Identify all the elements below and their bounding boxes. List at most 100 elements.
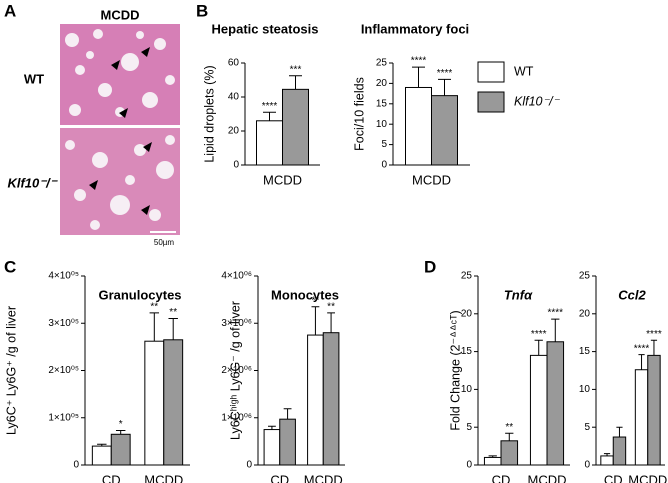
chart-title: Ccl2 [618,287,646,302]
histology-image [60,24,180,235]
error-bar [283,408,292,420]
error-bar [505,432,514,441]
error-bar [488,455,497,458]
y-tick-label: 15 [461,346,473,357]
significance-label: * [119,419,123,430]
significance-label: ** [150,301,158,312]
y-tick-label: 10 [579,384,591,395]
y-axis-label: Ly6C⁺ Ly6G⁺ /g of liver [4,306,18,435]
significance-label: ** [169,307,177,318]
error-bar [268,425,276,430]
error-bar [263,111,276,121]
legend-label: WT [514,64,534,78]
significance-label: ** [505,422,513,433]
error-bar [289,75,302,90]
y-tick-label: 0 [381,160,387,171]
bar [612,436,627,466]
y-tick-label: 60 [228,58,240,69]
x-tick-label: MCDD [528,472,567,483]
legend-swatch [477,61,505,83]
error-bar [551,318,560,342]
bar [110,433,131,466]
y-tick-label: 20 [461,308,473,319]
y-tick-label: 5 [584,422,590,433]
y-tick-label: 20 [376,78,388,89]
bar [256,120,283,166]
y-tick-label: 15 [376,98,388,109]
significance-label: **** [437,68,453,79]
y-tick-label: 4×10⁰⁶ [221,271,252,282]
y-tick-label: 40 [228,92,240,103]
bar [431,95,458,166]
significance-label: **** [646,329,662,340]
bar [529,354,548,466]
bar [405,86,432,166]
panel-letter: C [4,257,16,276]
bar [634,369,649,466]
y-tick-label: 2×10⁰⁶ [221,365,252,376]
bar [282,88,309,166]
y-tick-label: 15 [579,346,591,357]
y-tick-label: 1×10⁰⁶ [221,412,252,423]
chart-title: Monocytes [271,287,339,302]
error-bar [638,354,645,370]
bar [500,440,519,466]
bar [546,341,565,466]
bar [263,429,281,466]
significance-label: ** [312,295,320,306]
y-tick-label: 0 [73,460,79,471]
x-tick-label: MCDD [144,472,183,483]
y-tick-label: 2×10⁰⁵ [48,365,79,376]
error-bar [616,426,623,438]
bar [144,340,165,466]
x-tick-label: MCDD [412,172,451,187]
y-tick-label: 25 [579,271,591,282]
bar [91,445,112,466]
error-bar [149,312,160,342]
x-tick-label: CD [270,472,289,483]
significance-label: **** [547,308,563,319]
panel-letter: D [424,257,436,276]
y-tick-label: 10 [461,384,473,395]
x-tick-label: CD [604,472,623,483]
y-tick-label: 3×10⁰⁵ [48,318,79,329]
error-bar [534,339,543,356]
bar [600,455,614,466]
significance-label: **** [411,56,427,67]
panel-letter: B [196,1,208,20]
significance-label: **** [634,343,650,354]
chart-title: Tnfα [504,287,533,302]
y-tick-label: 0 [466,460,472,471]
row-label: WT [24,71,44,86]
significance-label: *** [290,64,302,75]
error-bar [311,306,320,336]
error-bar [115,430,126,435]
y-tick-label: 10 [376,119,388,130]
x-tick-label: CD [492,472,511,483]
y-tick-label: 1×10⁰⁵ [48,412,79,423]
error-bar [438,78,451,96]
error-bar [603,453,611,456]
y-tick-label: 20 [579,308,591,319]
y-tick-label: 25 [461,271,473,282]
panel-letter: A [4,1,16,20]
legend-label: Klf10⁻/⁻ [514,94,561,108]
error-bar [412,66,425,88]
y-tick-label: 25 [376,58,388,69]
significance-label: ** [327,301,335,312]
chart-title: Granulocytes [98,287,181,302]
y-tick-label: 3×10⁰⁶ [221,318,252,329]
bar [307,334,324,466]
bar [279,418,296,466]
x-tick-label: MCDD [263,172,302,187]
y-axis-label: Fold Change (2⁻ᐞᐞᶜᵀ) [448,310,462,430]
bar [647,354,661,466]
chart-title: Hepatic steatosis [212,21,319,36]
y-axis-label: Foci/10 fields [352,77,366,151]
y-axis-label: Lipid droplets (%) [202,65,216,162]
error-bar [168,318,178,340]
histology-title: MCDD [101,7,140,22]
row-label: Klf10⁻/⁻ [7,175,58,190]
y-tick-label: 5 [381,139,387,150]
